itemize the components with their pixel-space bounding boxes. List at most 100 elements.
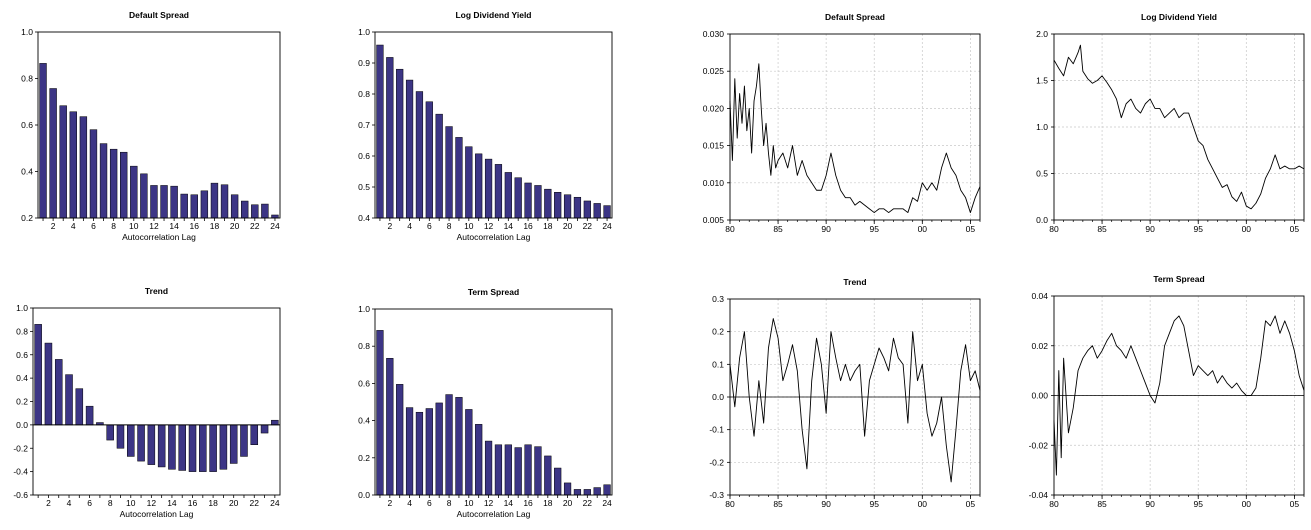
y-tick-label: 0.04 [1031, 291, 1048, 301]
x-tick-label: 80 [1049, 224, 1059, 234]
y-tick-label: -0.3 [709, 490, 724, 500]
x-tick-label: 05 [1290, 224, 1300, 234]
y-tick-label: 0.030 [703, 29, 725, 39]
x-tick-label: 80 [1049, 499, 1059, 509]
x-tick-label: 10 [464, 498, 474, 508]
y-tick-label: 1.0 [358, 304, 370, 314]
x-tick-label: 6 [91, 221, 96, 231]
x-tick-label: 00 [918, 499, 928, 509]
bar [241, 200, 249, 219]
bar [137, 424, 145, 462]
x-tick-label: 8 [447, 498, 452, 508]
y-tick-label: 0.00 [1031, 391, 1048, 401]
bar [475, 153, 483, 219]
bar [219, 424, 228, 470]
y-tick-label: 0.3 [712, 294, 724, 304]
bar [396, 384, 404, 496]
bar [240, 424, 248, 457]
x-tick-label: 20 [229, 498, 239, 508]
y-tick-label: 0.4 [16, 373, 28, 383]
x-tick-label: 24 [602, 498, 612, 508]
series-chart-default-spread: Default Spread 0.005 0.010 0.015 0.020 0.025 0… [703, 12, 981, 234]
y-tick-label: 0.9 [358, 58, 370, 68]
x-tick-label: 16 [188, 498, 198, 508]
x-tick-label: 95 [869, 499, 879, 509]
bar [130, 165, 138, 219]
x-tick-label: 16 [523, 221, 533, 231]
x-tick-label: 14 [504, 498, 514, 508]
x-tick-label: 10 [126, 498, 136, 508]
x-tick-label: 00 [1242, 224, 1252, 234]
x-tick-label: 95 [869, 224, 879, 234]
bar [39, 63, 47, 219]
x-tick-label: 18 [543, 498, 553, 508]
y-tick-label: 1.0 [21, 27, 33, 37]
bar [425, 408, 433, 496]
chart-title: Log Dividend Yield [1141, 12, 1217, 22]
bar [554, 192, 562, 219]
x-tick-label: 8 [447, 221, 452, 231]
y-tick-label: 0.5 [358, 182, 370, 192]
x-tick-label: 85 [1097, 499, 1107, 509]
y-tick-label: 0.005 [703, 215, 725, 225]
bar [415, 91, 424, 219]
series-chart-term-spread: Term Spread -0.04 -0.02 0.00 0.02 0.04 80 85 90 9… [1029, 274, 1305, 509]
y-tick-label: 0.02 [1031, 341, 1048, 351]
bar [89, 129, 98, 219]
y-tick-label: 0.0 [16, 420, 28, 430]
bar [376, 330, 384, 496]
x-tick-label: 12 [149, 221, 159, 231]
y-tick-label: 0.6 [358, 378, 370, 388]
x-tick-label: 22 [250, 221, 260, 231]
x-axis-label: Autocorrelation Lag [457, 232, 531, 242]
plot-frame [729, 33, 981, 221]
bar [494, 164, 503, 219]
bar [260, 424, 269, 434]
bar [34, 324, 42, 426]
bar [261, 203, 269, 219]
bar [593, 203, 601, 219]
y-tick-label: 1.5 [1036, 76, 1048, 86]
bar [603, 484, 611, 496]
y-tick-label: 0.020 [703, 103, 725, 113]
bar [200, 190, 209, 219]
x-tick-label: 00 [1242, 499, 1252, 509]
x-tick-label: 90 [1145, 499, 1155, 509]
y-tick-label: 0.7 [358, 120, 370, 130]
bar [230, 194, 239, 219]
chart-title: Term Spread [1153, 274, 1204, 284]
y-tick-label: -0.6 [13, 490, 28, 500]
chart-title: Default Spread [129, 10, 189, 20]
bar [504, 172, 512, 219]
x-tick-label: 90 [821, 224, 831, 234]
y-tick-label: -0.1 [709, 425, 724, 435]
x-tick-label: 20 [563, 221, 573, 231]
y-tick-label: 0.8 [21, 74, 33, 84]
bar [554, 467, 562, 496]
bar [504, 444, 512, 496]
bar [455, 397, 463, 496]
bar [445, 126, 453, 219]
bar [140, 173, 148, 219]
bar [484, 440, 493, 496]
x-tick-label: 00 [918, 224, 928, 234]
bar [199, 424, 207, 472]
bar [534, 185, 542, 219]
chart-title: Default Spread [825, 12, 885, 22]
bar [583, 489, 591, 496]
plot-frame [374, 308, 613, 496]
bar [534, 446, 542, 496]
x-tick-label: 24 [602, 221, 612, 231]
bar [209, 424, 217, 472]
y-tick-label: 0.6 [358, 151, 370, 161]
y-tick-label: 0.025 [703, 66, 725, 76]
bar [484, 158, 493, 219]
bar [544, 455, 552, 496]
x-tick-label: 05 [966, 499, 976, 509]
bar [514, 177, 522, 219]
series-line [729, 63, 981, 214]
x-tick-label: 85 [1097, 224, 1107, 234]
series-chart-log-dividend-yield: Log Dividend Yield 0.0 0.5 1.0 1.5 2.0 80 85 90 9… [1036, 12, 1305, 234]
y-tick-label: -0.4 [13, 467, 28, 477]
